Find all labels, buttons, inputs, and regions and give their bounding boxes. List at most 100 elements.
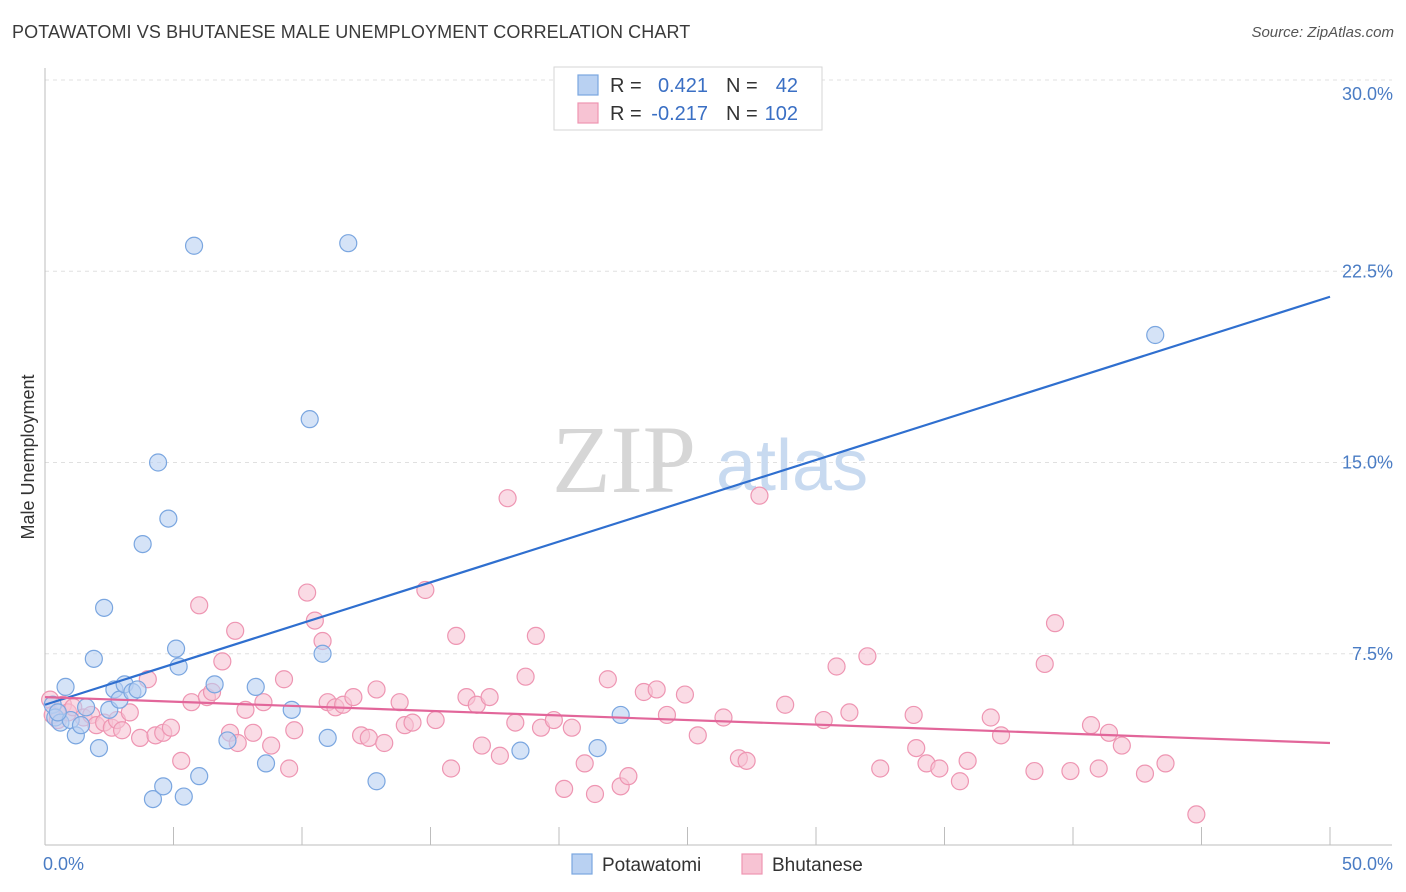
bhutanese-point-94 <box>1025 761 1044 781</box>
bhutanese-point-51 <box>441 759 461 778</box>
potawatomi-point-20 <box>154 777 173 796</box>
bottom-legend-swatch-potawatomi <box>571 853 593 875</box>
bhutanese-point-90 <box>950 772 970 791</box>
bhutanese-point-12 <box>112 721 132 740</box>
potawatomi-point-32 <box>300 410 319 429</box>
bhutanese-point-97 <box>1061 761 1080 781</box>
bhutanese-point-92 <box>981 708 1000 727</box>
bhutanese-point-86 <box>904 705 923 725</box>
trend-lines <box>44 295 1331 745</box>
potawatomi-point-26 <box>190 767 209 786</box>
bhutanese-point-78 <box>737 751 756 770</box>
watermark: ZIP atlas <box>552 406 868 513</box>
potawatomi-points <box>43 234 1165 809</box>
source-label: Source: ZipAtlas.com <box>1251 24 1394 41</box>
potawatomi-point-8 <box>84 649 103 668</box>
potawatomi-point-29 <box>246 677 265 697</box>
potawatomi-point-38 <box>588 738 607 758</box>
potawatomi-point-18 <box>143 789 163 809</box>
bhutanese-point-34 <box>285 721 304 740</box>
potawatomi-point-25 <box>184 236 204 255</box>
legend-swatch-potawatomi <box>577 74 599 96</box>
legend-r-label: R = <box>610 103 642 125</box>
bhutanese-point-14 <box>130 728 150 748</box>
bhutanese-point-73 <box>657 705 677 725</box>
bhutanese-point-48 <box>403 713 422 732</box>
y-tick-label: 22.5% <box>1342 261 1393 281</box>
legend-r-label: R = <box>610 75 642 97</box>
bhutanese-point-55 <box>472 736 491 755</box>
legend-swatch-bhutanese <box>577 102 599 124</box>
bhutanese-point-19 <box>172 751 191 770</box>
grid-lines <box>45 79 1392 655</box>
bhutanese-point-13 <box>120 703 139 722</box>
potawatomi-point-9 <box>89 738 109 758</box>
bhutanese-point-95 <box>1035 654 1054 674</box>
bhutanese-point-104 <box>1187 805 1206 824</box>
potawatomi-point-6 <box>71 716 91 735</box>
bhutanese-point-70 <box>619 767 638 786</box>
chart-title: POTAWATOMI VS BHUTANESE MALE UNEMPLOYMEN… <box>12 22 691 42</box>
potawatomi-point-37 <box>511 741 530 760</box>
bhutanese-point-65 <box>562 718 581 737</box>
bhutanese-point-35 <box>298 583 317 602</box>
potawatomi-point-39 <box>611 705 630 725</box>
potawatomi-point-30 <box>256 754 276 773</box>
potawatomi-point-19 <box>148 453 168 472</box>
potawatomi-point-28 <box>218 731 237 750</box>
potawatomi-point-21 <box>159 509 178 528</box>
watermark-zip: ZIP <box>552 406 696 513</box>
bhutanese-point-46 <box>390 693 409 712</box>
bhutanese-point-100 <box>1099 723 1119 742</box>
bhutanese-point-32 <box>274 670 294 689</box>
bhutanese-point-29 <box>244 723 263 742</box>
potawatomi-point-16 <box>128 680 147 699</box>
bhutanese-point-59 <box>506 713 525 732</box>
bhutanese-point-75 <box>688 726 707 745</box>
potawatomi-point-22 <box>166 639 186 658</box>
bhutanese-point-30 <box>254 693 273 712</box>
legend-n-value: 102 <box>765 103 798 125</box>
x-tick-label-max: 50.0% <box>1342 854 1393 874</box>
watermark-atlas: atlas <box>716 426 868 506</box>
bhutanese-point-84 <box>858 647 877 666</box>
bottom-legend-swatch-bhutanese <box>741 853 763 875</box>
potawatomi-point-36 <box>367 772 386 791</box>
bhutanese-point-26 <box>226 621 245 640</box>
bhutanese-trend-line <box>44 696 1331 745</box>
potawatomi-point-33 <box>313 644 332 663</box>
legend-n-label: N = <box>726 75 758 97</box>
x-tick-label-min: 0.0% <box>43 854 84 874</box>
legend-r-value: -0.217 <box>651 103 708 125</box>
potawatomi-point-7 <box>77 698 96 717</box>
bhutanese-point-36 <box>305 611 324 630</box>
stats-legend: R = 0.421 N = 42 R = -0.217 N = 102 <box>553 66 823 131</box>
bhutanese-point-21 <box>190 596 209 615</box>
y-tick-label: 7.5% <box>1352 644 1393 664</box>
legend-n-label: N = <box>726 103 758 125</box>
bhutanese-point-103 <box>1156 754 1175 773</box>
potawatomi-trend-line <box>44 295 1331 706</box>
potawatomi-point-27 <box>205 675 224 694</box>
bhutanese-point-61 <box>526 626 545 646</box>
bhutanese-point-93 <box>991 726 1011 745</box>
potawatomi-point-41 <box>48 703 67 722</box>
bhutanese-point-85 <box>871 759 890 778</box>
potawatomi-point-24 <box>174 787 193 806</box>
bhutanese-point-68 <box>598 670 617 689</box>
bhutanese-points <box>41 486 1206 824</box>
bhutanese-point-67 <box>585 784 605 804</box>
bhutanese-point-28 <box>236 700 255 719</box>
bhutanese-point-66 <box>575 754 594 773</box>
bhutanese-point-76 <box>714 708 733 727</box>
bhutanese-point-83 <box>840 703 859 722</box>
bhutanese-point-89 <box>930 759 949 778</box>
bhutanese-point-56 <box>480 687 499 707</box>
bhutanese-point-79 <box>750 486 769 505</box>
potawatomi-point-17 <box>133 534 152 554</box>
potawatomi-point-40 <box>1146 325 1165 345</box>
bhutanese-point-91 <box>958 751 977 770</box>
bhutanese-point-82 <box>827 657 846 676</box>
potawatomi-point-23 <box>169 657 188 676</box>
